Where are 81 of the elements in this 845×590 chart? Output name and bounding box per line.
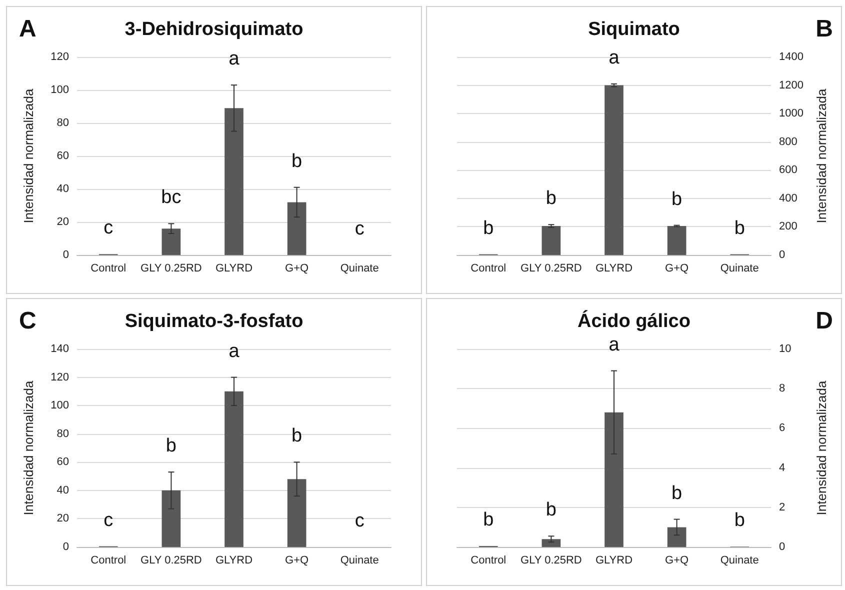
y-tick-label: 60	[56, 456, 69, 468]
x-tick-label: Quinate	[720, 554, 759, 566]
text: A	[19, 16, 36, 42]
annotation: c	[354, 510, 364, 532]
y-tick-label: 100	[50, 400, 69, 412]
annotation: b	[734, 218, 745, 239]
x-tick-label: Control	[90, 262, 126, 274]
annotation: a	[228, 48, 240, 70]
y2-tick-label: 10	[779, 343, 792, 355]
y-tick-label: 80	[56, 428, 69, 440]
x-tick-label: GLY 0.25RD	[520, 554, 582, 566]
annotation: b	[546, 500, 556, 521]
annotation: bc	[161, 187, 182, 208]
x-tick-label: Control	[90, 554, 126, 566]
x-tick-label: G+Q	[285, 262, 310, 274]
y-axis-title: Intensidad normalizada	[21, 380, 36, 516]
x-tick-label: G+Q	[665, 554, 690, 566]
text: B	[816, 16, 834, 42]
y-tick-label: 40	[56, 183, 69, 195]
x-tick-label: Quinate	[340, 554, 379, 566]
x-tick-label: GLY 0.25RD	[520, 262, 582, 274]
y2-tick-label: 800	[779, 136, 798, 148]
x-tick-label: GLYRD	[595, 554, 633, 566]
y-tick-label: 80	[56, 117, 69, 129]
annotation: c	[104, 218, 114, 239]
x-tick-label: Quinate	[720, 262, 759, 274]
y2-tick-label: 600	[779, 164, 798, 176]
chart-title: 3-Dehidrosiquimato	[124, 19, 304, 40]
x-tick-label: GLYRD	[595, 262, 633, 274]
y2-axis-title: Intensidad normalizada	[814, 380, 829, 516]
y-tick-label: 20	[56, 216, 69, 228]
x-tick-label: GLY 0.25RD	[140, 262, 202, 274]
x-tick-label: GLY 0.25RD	[140, 554, 202, 566]
y-tick-label: 0	[62, 249, 69, 261]
y-axis-title: Intensidad normalizada	[21, 88, 36, 224]
chart-title: Siquimato	[588, 19, 680, 40]
annotation: b	[546, 188, 556, 210]
text: C	[19, 308, 36, 334]
y2-tick-label: 2	[779, 501, 786, 514]
y-tick-label: 60	[56, 150, 69, 162]
y2-tick-label: 1400	[779, 51, 804, 63]
annotation: b	[292, 426, 302, 447]
x-tick-label: Control	[470, 554, 506, 566]
y-tick-label: 20	[56, 512, 69, 525]
y2-tick-label: 4	[779, 462, 786, 474]
y-tick-label: 120	[50, 51, 69, 63]
annotation: b	[483, 218, 494, 239]
annotation: c	[104, 510, 114, 531]
annotation: a	[608, 47, 620, 68]
y2-tick-label: 0	[779, 249, 786, 261]
chart-title: Ácido gálico	[578, 310, 690, 332]
y-tick-label: 100	[50, 84, 69, 96]
annotation: b	[483, 510, 494, 531]
annotation: b	[672, 188, 682, 210]
annotation: a	[608, 334, 620, 356]
y2-tick-label: 8	[779, 382, 786, 395]
y2-tick-label: 400	[779, 192, 798, 204]
x-tick-label: G+Q	[285, 554, 310, 566]
x-tick-label: GLYRD	[215, 554, 253, 566]
annotation: b	[734, 510, 745, 532]
y2-tick-label: 0	[779, 541, 786, 553]
annotation: c	[354, 218, 364, 240]
x-tick-label: G+Q	[665, 262, 690, 274]
y2-tick-label: 1200	[779, 79, 804, 92]
chart-title: Siquimato-3-fosfato	[124, 311, 304, 332]
y-tick-label: 140	[50, 343, 69, 355]
x-tick-label: GLYRD	[215, 262, 253, 274]
x-tick-label: Quinate	[340, 262, 379, 274]
y2-tick-label: 1000	[779, 108, 804, 120]
y2-axis-title: Intensidad normalizada	[814, 88, 829, 224]
text: D	[816, 308, 834, 334]
x-tick-label: Control	[470, 262, 506, 274]
annotation: b	[672, 482, 682, 504]
y2-tick-label: 6	[779, 422, 786, 434]
y2-tick-label: 200	[779, 220, 798, 233]
y-tick-label: 120	[50, 371, 69, 384]
annotation: b	[166, 436, 176, 457]
y-tick-label: 40	[56, 484, 69, 496]
y-tick-label: 0	[62, 541, 69, 553]
annotation: b	[292, 150, 302, 172]
annotation: a	[228, 340, 240, 362]
